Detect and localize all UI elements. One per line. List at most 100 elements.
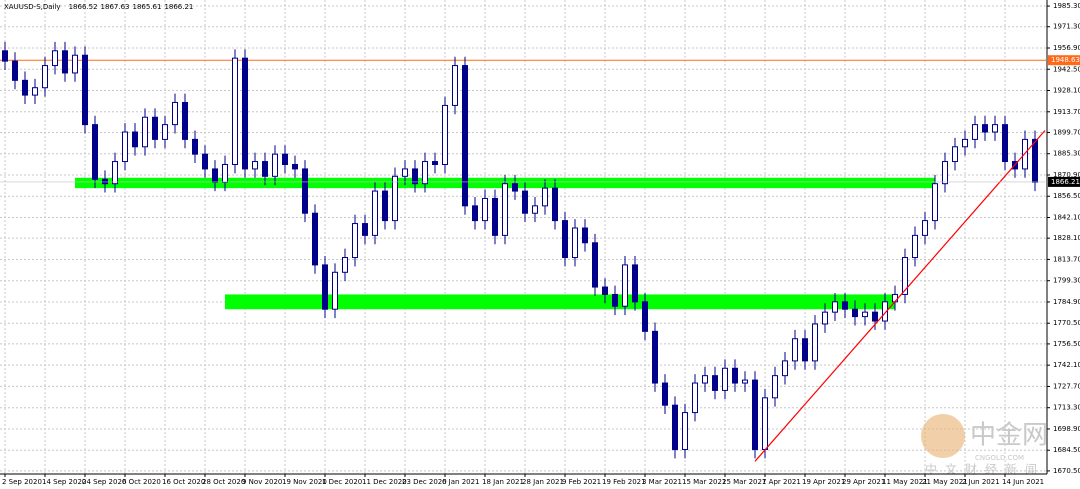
candle-body bbox=[612, 293, 618, 307]
x-tick-label: 1 Dec 2020 bbox=[322, 478, 362, 486]
candle-body bbox=[752, 379, 758, 450]
candle-body bbox=[72, 54, 78, 74]
watermark-logo bbox=[921, 414, 965, 458]
reference-price-box bbox=[1048, 55, 1080, 66]
x-tick-label: 16 Oct 2020 bbox=[162, 478, 205, 486]
candle-body bbox=[302, 168, 308, 214]
candle-body bbox=[292, 163, 298, 170]
y-tick-label: 1842.10 bbox=[1053, 214, 1080, 222]
candle-body bbox=[662, 382, 668, 406]
candle-body bbox=[852, 308, 858, 318]
candle-body bbox=[232, 57, 238, 165]
candle-body bbox=[952, 146, 958, 163]
candle-body bbox=[2, 50, 8, 62]
candle-body bbox=[272, 153, 278, 177]
x-tick-label: 23 Dec 2020 bbox=[402, 478, 447, 486]
header-value: 1865.61 bbox=[132, 3, 161, 11]
x-tick-label: 15 Mar 2021 bbox=[682, 478, 726, 486]
candle-body bbox=[552, 187, 558, 222]
candle-body bbox=[332, 271, 338, 310]
candle-body bbox=[572, 227, 578, 259]
candle-body bbox=[882, 301, 888, 322]
x-tick-label: 24 Sep 2020 bbox=[82, 478, 126, 486]
candle-body bbox=[652, 330, 658, 384]
candle-body bbox=[382, 190, 388, 222]
x-tick-label: 9 Nov 2020 bbox=[242, 478, 282, 486]
candle-body bbox=[972, 124, 978, 140]
y-tick-label: 1971.30 bbox=[1053, 23, 1080, 31]
candle-body bbox=[132, 131, 138, 148]
candle-body bbox=[492, 197, 498, 236]
candle-body bbox=[562, 220, 568, 259]
candle-body bbox=[922, 220, 928, 236]
trendline bbox=[754, 130, 1046, 462]
candle-body bbox=[992, 124, 998, 133]
x-tick-label: 18 Jan 2021 bbox=[482, 478, 524, 486]
y-tick-label: 1913.70 bbox=[1053, 108, 1080, 116]
candle-body bbox=[502, 183, 508, 236]
candle-body bbox=[812, 323, 818, 362]
y-tick-label: 1770.50 bbox=[1053, 319, 1080, 327]
candle-body bbox=[142, 116, 148, 148]
candle-body bbox=[1032, 138, 1038, 183]
candle-body bbox=[932, 183, 938, 222]
x-tick-label: 14 Sep 2020 bbox=[42, 478, 86, 486]
candle-body bbox=[582, 227, 588, 244]
x-tick-label: 9 Feb 2021 bbox=[562, 478, 601, 486]
x-tick-label: 3 Mar 2021 bbox=[642, 478, 682, 486]
candle-body bbox=[352, 223, 358, 259]
candle-body bbox=[262, 161, 268, 177]
y-tick-label: 1684.50 bbox=[1053, 446, 1080, 454]
header-value: 1866.21 bbox=[164, 3, 193, 11]
y-tick-label: 1727.70 bbox=[1053, 382, 1080, 390]
header-value: 1867.63 bbox=[101, 3, 130, 11]
candle-body bbox=[592, 242, 598, 288]
candle-body bbox=[732, 367, 738, 384]
y-tick-label: 1742.10 bbox=[1053, 361, 1080, 369]
candle-body bbox=[192, 138, 198, 155]
candle-body bbox=[962, 138, 968, 148]
candle-body bbox=[22, 79, 28, 96]
candle-body bbox=[172, 101, 178, 126]
reference-price-label: 1948.63 bbox=[1051, 56, 1080, 64]
candle-body bbox=[682, 412, 688, 450]
candle-body bbox=[912, 234, 918, 259]
candle-body bbox=[802, 338, 808, 362]
candle-body bbox=[472, 205, 478, 222]
watermark-brand: 中金网 bbox=[970, 421, 1048, 451]
x-tick-label: 11 Dec 2020 bbox=[362, 478, 407, 486]
watermark: 中金网 CNGOLD.COM 中文财经新闻 bbox=[921, 414, 1048, 477]
candle-body bbox=[522, 190, 528, 214]
candle-body bbox=[432, 161, 438, 165]
y-tick-label: 1985.30 bbox=[1053, 2, 1080, 10]
candle-body bbox=[822, 311, 828, 325]
x-tick-label: 2 Jun 2021 bbox=[962, 478, 1000, 486]
candle-body bbox=[442, 104, 448, 165]
header-value: 1866.52 bbox=[69, 3, 98, 11]
x-tick-label: 6 Oct 2020 bbox=[122, 478, 161, 486]
candle-body bbox=[722, 367, 728, 391]
y-tick-label: 1942.50 bbox=[1053, 65, 1080, 73]
candle-body bbox=[202, 153, 208, 170]
candle-body bbox=[622, 264, 628, 307]
x-tick-label: 7 Apr 2021 bbox=[762, 478, 801, 486]
candle-body bbox=[512, 183, 518, 192]
x-tick-label: 11 May 2021 bbox=[882, 478, 928, 486]
symbol: XAUUSD-S,Daily 1866.52 1867.63 1865.61 1866.… bbox=[4, 3, 193, 11]
candle-body bbox=[392, 175, 398, 222]
candle-body bbox=[112, 161, 118, 185]
y-tick-label: 1756.50 bbox=[1053, 340, 1080, 348]
candle-body bbox=[322, 264, 328, 310]
candle-body bbox=[32, 87, 38, 96]
candle-body bbox=[942, 161, 948, 185]
y-tick-label: 1899.70 bbox=[1053, 128, 1080, 136]
candle-body bbox=[842, 301, 848, 310]
candle-body bbox=[792, 338, 798, 362]
y-tick-label: 1813.70 bbox=[1053, 255, 1080, 263]
candle-body bbox=[982, 124, 988, 133]
candle-body bbox=[772, 375, 778, 399]
symbol-name: XAUUSD-S,Daily bbox=[4, 3, 61, 11]
candle-body bbox=[742, 379, 748, 384]
candle-body bbox=[702, 375, 708, 384]
candle-body bbox=[82, 54, 88, 126]
